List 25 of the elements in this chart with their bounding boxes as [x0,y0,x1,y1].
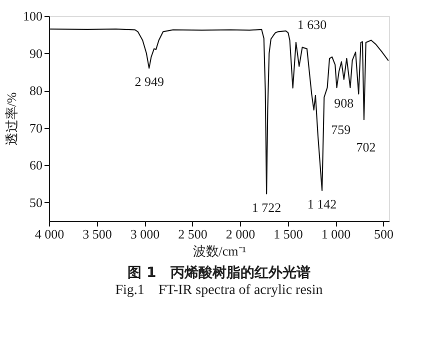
x-tick-label: 4 000 [34,226,64,242]
x-tick-label: 3 000 [130,226,160,242]
y-tick-label: 70 [30,120,42,136]
x-tick-label: 2 000 [226,226,256,242]
x-tick-label: 2 500 [178,226,208,242]
x-tick-label: 1 500 [274,226,303,242]
annotation: 1 722 [252,200,282,215]
y-tick-label: 60 [30,158,42,173]
y-tick-label: 50 [30,194,42,210]
text: Fig.1 FT-IR spectra of acrylic resin [115,283,323,298]
y-tick-label: 100 [23,8,42,24]
text: 图 1 丙烯酸树脂的红外光谱 [128,264,310,281]
annotation: 908 [334,95,354,110]
annotation: 2 949 [134,74,164,90]
annotation: 1 630 [297,16,327,32]
x-tick-label: 1 000 [321,226,351,242]
annotation: 759 [331,122,351,137]
annotation: 1 142 [307,196,337,212]
x-tick-label: 500 [374,226,394,242]
x-tick-label: 3 500 [82,226,112,242]
y-tick-label: 90 [30,46,42,61]
y-axis-title: 透过率/% [4,92,19,146]
x-axis-title: 波数/cm⁻¹ [192,244,246,258]
annotation: 702 [356,140,376,155]
y-tick-label: 80 [30,83,42,98]
